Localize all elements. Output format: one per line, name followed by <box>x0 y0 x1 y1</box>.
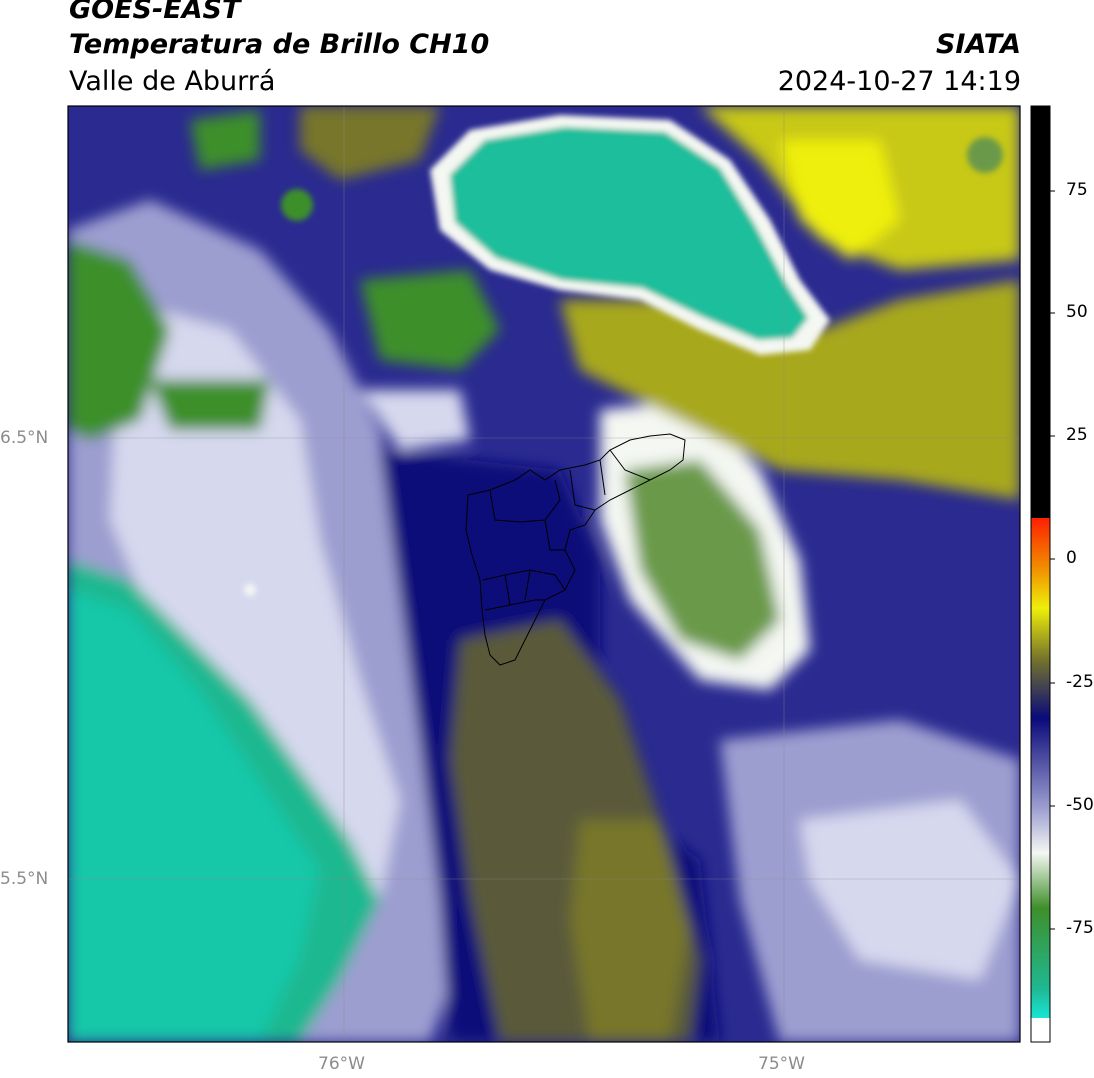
lon-label-76: 76°W <box>318 1054 365 1074</box>
lon-label-75: 75°W <box>758 1054 805 1074</box>
graticule <box>68 106 1020 1042</box>
colorbar-gradient <box>1031 518 1050 1018</box>
colorbar-tick-75: 75 <box>1066 180 1088 200</box>
colorbar-tick-50: 50 <box>1066 302 1088 322</box>
colorbar-tick-25: 25 <box>1066 425 1088 445</box>
datetime-label: 2024-10-27 14:19 <box>777 66 1021 97</box>
colorbar-tick-minus50: -50 <box>1066 795 1094 815</box>
colorbar-black-segment <box>1031 106 1050 518</box>
colorbar <box>1030 105 1055 1043</box>
colorbar-tick-minus75: -75 <box>1066 918 1094 938</box>
product-title: Temperatura de Brillo CH10 <box>69 29 490 60</box>
region-subtitle: Valle de Aburrá <box>69 66 276 97</box>
lat-label-5.5: 5.5°N <box>0 869 49 889</box>
colorbar-tick-minus25: -25 <box>1066 672 1094 692</box>
satellite-title: GOES-EAST <box>69 0 241 25</box>
colorbar-tick-0: 0 <box>1066 548 1077 568</box>
map-frame <box>67 105 1021 1043</box>
colorbar-frame <box>1030 105 1051 1043</box>
municipal-boundaries <box>465 433 686 666</box>
colorbar-low-segment <box>1031 1018 1050 1042</box>
source-label: SIATA <box>935 29 1021 60</box>
brightness-temperature-field <box>68 106 1020 1042</box>
lat-label-6.5: 6.5°N <box>0 428 49 448</box>
